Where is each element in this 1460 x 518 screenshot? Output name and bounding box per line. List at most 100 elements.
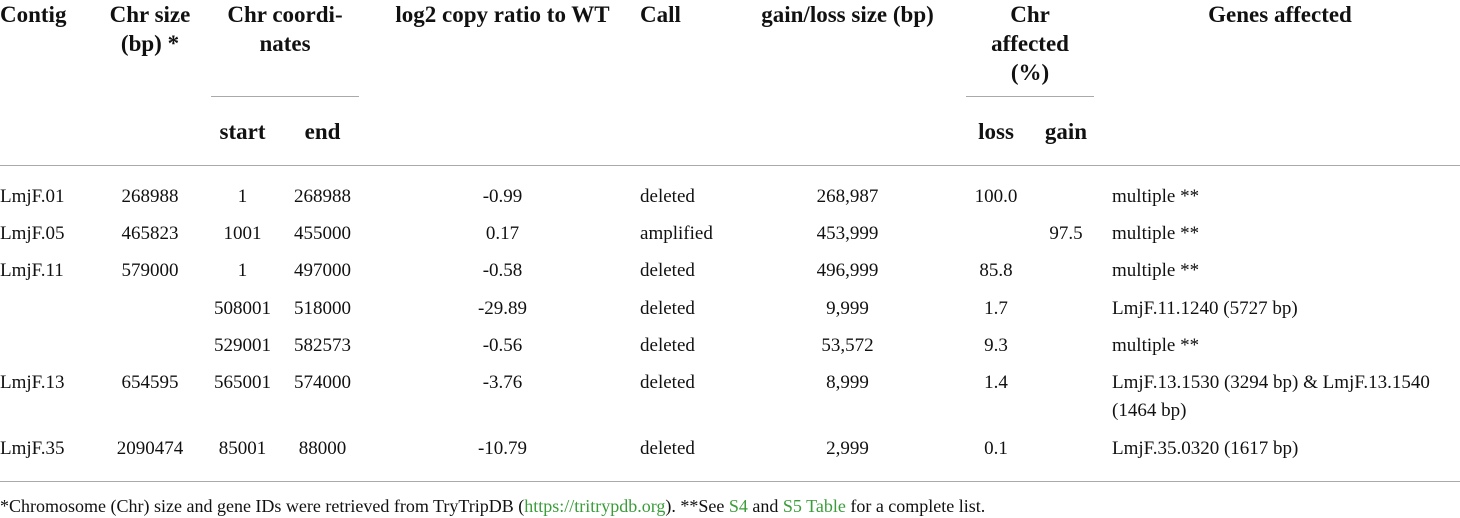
table-row: LmjF.35 2090474 85001 88000 -10.79 deleted 2,9…	[0, 430, 1460, 482]
table-cell	[0, 327, 95, 364]
column-header: gain/loss size (bp)	[735, 0, 961, 166]
header-line: Chr coordi-	[227, 2, 343, 27]
table-cell: 496,999	[816, 260, 879, 282]
table-cell: LmjF.35	[0, 430, 95, 482]
table-cell	[95, 290, 205, 327]
link[interactable]: https://tritrypdb.org	[524, 496, 666, 516]
table-cell: LmjF.01	[0, 185, 65, 207]
table-cell: deleted	[640, 260, 695, 282]
table-cell: deleted	[640, 185, 695, 207]
column-header: Chr coordi-nates	[205, 0, 365, 98]
table-cell: 2,999	[735, 430, 961, 482]
table-row: LmjF.01 268988 1 268988 -0.99 deleted 268,987 1…	[0, 165, 1460, 215]
table-cell: 518000	[294, 297, 351, 319]
header-line: log2 copy ratio to WT	[395, 2, 610, 27]
table-cell: -0.58	[482, 260, 523, 282]
column-header: log2 copy ratio to WT	[365, 0, 641, 166]
table-cell: 85001	[205, 430, 280, 482]
table-cell: 9.3	[984, 335, 1008, 356]
table-cell	[1032, 165, 1100, 215]
table-cell	[1032, 327, 1100, 364]
table-cell: deleted	[640, 297, 695, 319]
table-cell: amplified	[640, 222, 713, 244]
table-cell	[1032, 253, 1100, 290]
table-cell: 0.1	[960, 430, 1033, 482]
column-header: Chr size (bp) *	[95, 0, 205, 166]
column-header: Contig	[0, 0, 95, 166]
header-line: (bp) *	[120, 31, 180, 56]
column-header: Genes affected	[1100, 0, 1460, 166]
table-row: 529001 582573 -0.56 deleted 53,572 9.3 multipl…	[0, 327, 1460, 364]
table-cell: 1	[237, 185, 248, 207]
link[interactable]: S5 Table	[782, 496, 846, 516]
table-cell: LmjF.35.0320 (1617 bp)	[1100, 430, 1460, 482]
header-line: Chr size	[109, 2, 191, 27]
table-cell: 497000	[294, 260, 351, 282]
header-row: Contig Chr size (bp) * Chr coordi-nates log2…	[0, 0, 1460, 166]
table-cell	[0, 290, 95, 327]
footnote-text: and	[747, 496, 783, 516]
column-header: Chr affected (%)	[960, 0, 1100, 98]
table-cell: LmjF.11.1240 (5727 bp)	[1112, 297, 1298, 319]
table-cell: 97.5	[1049, 222, 1083, 244]
table-cell: multiple **	[1112, 222, 1200, 244]
table-cell: LmjF.13.1530 (3294 bp) & LmjF.13.1540 (1…	[1112, 372, 1430, 422]
table-cell: 574000	[294, 372, 351, 394]
table-cell: 582573	[294, 335, 351, 356]
table-cell: multiple **	[1112, 260, 1200, 282]
header-line: (%)	[1010, 60, 1050, 85]
table-cell: 1.7	[984, 297, 1008, 319]
table-cell: 8,999	[826, 372, 869, 394]
table-cell: 455000	[294, 222, 351, 244]
header-group: Chr coordi-nates	[211, 0, 360, 97]
subheader: end	[280, 98, 366, 166]
column-header: Call	[640, 0, 736, 166]
header-group: Chr affected (%)	[966, 0, 1095, 97]
table-cell: -3.76	[482, 372, 523, 394]
link[interactable]: S4	[728, 496, 748, 516]
table-cell	[1032, 430, 1101, 482]
table-cell: LmjF.11	[0, 260, 64, 282]
footnote-text: *Chromosome (Chr) size and gene IDs were…	[0, 496, 525, 516]
table-cell: deleted	[640, 372, 695, 394]
table-cell: -0.56	[482, 335, 523, 356]
table-cell: deleted	[640, 430, 736, 482]
table-cell: 465823	[121, 222, 179, 244]
table-row: LmjF.11 579000 1 497000 -0.58 deleted 496,999 8…	[0, 253, 1460, 290]
table-cell: 1.4	[984, 372, 1008, 394]
table-cell: 85.8	[979, 260, 1013, 282]
table-cell: 100.0	[974, 185, 1018, 207]
table-cell: 268,987	[816, 185, 879, 207]
header-line: gain/loss size (bp)	[761, 2, 934, 27]
data-table: Contig Chr size (bp) * Chr coordi-nates log2…	[0, 0, 1460, 482]
table-cell: -10.79	[365, 430, 641, 482]
table-cell: LmjF.05	[0, 222, 65, 244]
table-cell: -0.99	[482, 185, 523, 207]
table-row: LmjF.05 465823 1001 455000 0.17 amplified 453,…	[0, 215, 1460, 252]
table-cell	[960, 215, 1032, 252]
table-cell: 9,999	[826, 297, 869, 319]
header-line: affected	[991, 31, 1069, 56]
table-cell: 88000	[280, 430, 366, 482]
subheader: start	[205, 98, 280, 166]
table-cell: 529001	[214, 335, 271, 356]
table-cell: 268988	[121, 185, 179, 207]
table-cell: multiple **	[1112, 185, 1200, 207]
table-cell: 579000	[121, 260, 179, 282]
table-cell: 53,572	[821, 335, 874, 356]
table-row: 508001 518000 -29.89 deleted 9,999 1.7 LmjF.11…	[0, 290, 1460, 327]
subheader: loss	[960, 98, 1033, 166]
table-cell: 1001	[223, 222, 262, 244]
footnote-text: ). **See	[665, 496, 729, 516]
header-line: Contig	[0, 2, 67, 27]
table-cell: 453,999	[816, 222, 879, 244]
table-cell: 654595	[121, 372, 179, 394]
table-cell: LmjF.13	[0, 372, 65, 394]
table-cell: 1	[237, 260, 248, 282]
header-line: Genes affected	[1208, 2, 1352, 27]
table-cell: deleted	[640, 335, 695, 356]
table-row: LmjF.13 654595 565001 574000 -3.76 deleted 8,9…	[0, 365, 1460, 430]
table-cell	[1032, 365, 1100, 430]
table-cell: 508001	[214, 297, 271, 319]
header-line: Chr	[1010, 2, 1050, 27]
